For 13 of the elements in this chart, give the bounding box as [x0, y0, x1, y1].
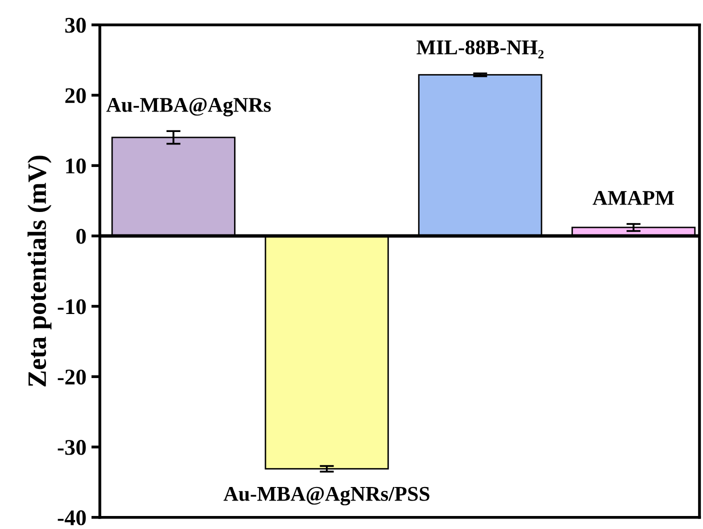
x-tick-label: MIL-88B-NH₂ — [416, 40, 544, 58]
y-tick-label: -10 — [58, 299, 86, 314]
y-tick-label: 0 — [76, 228, 86, 244]
y-tick-label: 10 — [66, 158, 86, 174]
y-tick-label: -40 — [58, 510, 86, 526]
y-tick-label: 20 — [65, 88, 86, 104]
y-tick-label: 30 — [65, 18, 86, 33]
y-tick-label: -30 — [58, 440, 86, 455]
y-axis-title: Zeta potentials (mV) — [28, 156, 52, 386]
x-tick-label: Au-MBA@AgNRs/PSS — [224, 486, 430, 506]
x-tick-label: Au-MBA@AgNRs — [106, 98, 271, 116]
x-tick-label: AMAPM — [592, 191, 674, 205]
y-tick-label: -20 — [58, 370, 86, 385]
